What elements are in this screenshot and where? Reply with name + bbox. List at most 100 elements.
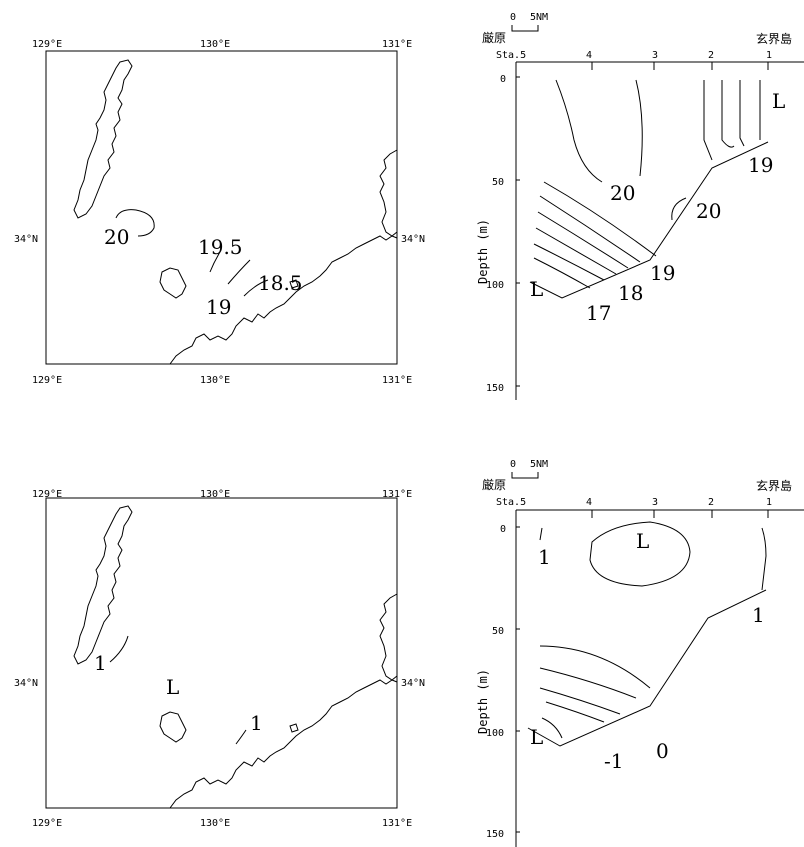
bottom-map-tsushima-island [73,505,133,665]
top-section-seabed [529,141,769,299]
bottom-section-label-L-bottom: L [530,725,543,749]
top-section-right-place: 玄界島 [756,31,792,46]
bottom-map-lon-bottom-1: 129°E [32,818,62,829]
bottom-map-lon-top-2: 130°E [200,489,230,500]
bottom-section-isoline-L-loop [589,521,691,587]
top-map-label-18-5: 18.5 [258,271,303,295]
bottom-section-scale-zero: 0 [510,459,516,470]
top-section-isotherm-5 [533,243,605,281]
top-section-isotherm-3 [537,211,629,269]
top-section-depth-0: 0 [500,74,506,85]
top-map-contour-18-5 [243,279,269,297]
bottom-map-label-1a: 1 [94,651,107,675]
bottom-section-label-minus1: -1 [604,749,623,773]
top-section-isotherm-20b [635,79,643,177]
top-map-lat-right: 34°N [401,234,425,245]
bottom-section-scale-len: 5NM [530,459,548,470]
top-section-scale-zero: 0 [510,12,516,23]
bottom-section-depth-50: 50 [492,626,504,637]
bottom-section-depth-0: 0 [500,524,506,535]
top-map-label-19-5: 19.5 [198,235,243,259]
top-map-kyushu-coast [169,231,398,365]
bottom-map-lat-right: 34°N [401,678,425,689]
top-section-depth-50: 50 [492,177,504,188]
top-map-lat-left: 34°N [14,234,38,245]
bottom-map-iki-island [159,711,187,743]
bottom-section-right-place: 玄界島 [756,478,792,493]
top-section-label-20a: 20 [610,181,635,205]
bottom-map-kyushu-coast [169,675,398,809]
bottom-section-seabed [527,589,767,747]
top-section-sta2: 2 [708,50,714,61]
bottom-section-ylabel: Depth (m) [476,669,490,734]
bottom-section-isoline-1-left [539,527,543,541]
top-section-isotherm-l3 [739,80,745,147]
top-section-isotherm-20a [555,79,603,183]
bottom-section-label-1-left: 1 [538,545,551,569]
bottom-map-lon-bottom-3: 131°E [382,818,412,829]
top-section-isotherm-4 [535,227,617,275]
top-section-isotherm-l2 [721,80,735,148]
top-section-sta1: 1 [766,50,772,61]
bottom-section-label-1-right: 1 [752,603,765,627]
bottom-section-sta2: 2 [708,497,714,508]
bottom-section-sta5: Sta.5 [496,497,526,508]
top-map-frame [45,50,398,365]
bottom-section-depth-150: 150 [486,829,504,840]
top-section-label-20b: 20 [696,199,721,223]
top-section-label-19a: 19 [748,153,773,177]
top-map-lon-bottom-1: 129°E [32,375,62,386]
bottom-section-sta3: 3 [652,497,658,508]
top-section-label-L-top: L [772,89,785,113]
top-section-scale-len: 5NM [530,12,548,23]
bottom-section: 0 5NM 厳原 玄界島 Sta.5 4 3 2 1 0 50 100 150 … [476,459,804,847]
top-map-lon-top-3: 131°E [382,39,412,50]
bottom-section-left-place: 厳原 [482,478,506,492]
bottom-section-label-0: 0 [656,739,669,763]
bottom-section-sta4: 4 [586,497,592,508]
bottom-map-frame [45,497,398,809]
bottom-map-contour-1a [109,635,129,663]
bottom-map-lon-top-1: 129°E [32,489,62,500]
top-section-depth-150: 150 [486,383,504,394]
top-section-ylabel: Depth (m) [476,219,490,284]
top-map-small-island [289,279,299,289]
bottom-map-lon-top-3: 131°E [382,489,412,500]
top-map-lon-bottom-3: 131°E [382,375,412,386]
top-section-scale-bar [511,25,539,32]
top-section-label-L-bottom: L [530,277,543,301]
top-section-isotherm-1 [543,181,657,257]
bottom-map: 129°E 130°E 131°E 129°E 130°E 131°E 34°N… [14,489,425,829]
top-map-contour-19-5 [209,251,221,273]
top-map-iki-island [159,267,187,299]
top-map-tsushima-island [73,59,133,219]
bottom-section-depth-100: 100 [486,728,504,739]
top-section-isotherm-2 [539,195,641,263]
bottom-section-isoline-c [539,687,621,715]
bottom-section-isoline-a [539,645,651,689]
top-map-lon-top-1: 129°E [32,39,62,50]
top-section-sta4: 4 [586,50,592,61]
bottom-section-isoline-d [545,701,605,723]
bottom-map-lat-left: 34°N [14,678,38,689]
top-section-left-place: 厳原 [482,31,506,45]
bottom-map-contour-1b [235,729,247,745]
bottom-section-isoline-b [539,667,637,699]
top-map-contour-19 [227,259,251,285]
top-section-isotherm-6 [533,257,591,289]
top-map-lon-top-2: 130°E [200,39,230,50]
top-section-label-18: 18 [618,281,643,305]
bottom-map-honshu-coast [379,593,398,683]
bottom-section-sta1: 1 [766,497,772,508]
bottom-section-isoline-1-right [761,527,767,591]
top-map-honshu-coast [379,149,398,239]
top-section-depth-100: 100 [486,280,504,291]
top-map-contour-20 [115,209,155,237]
bottom-map-label-1b: 1 [250,711,263,735]
bottom-map-label-L: L [166,675,179,699]
top-map-label-20: 20 [104,225,129,249]
top-section: 0 5NM 厳原 玄界島 Sta.5 4 3 2 1 0 50 100 150 … [476,12,804,400]
top-section-sta5: Sta.5 [496,50,526,61]
top-map: 129°E 130°E 131°E 129°E 130°E 131°E 34°N… [14,39,425,386]
